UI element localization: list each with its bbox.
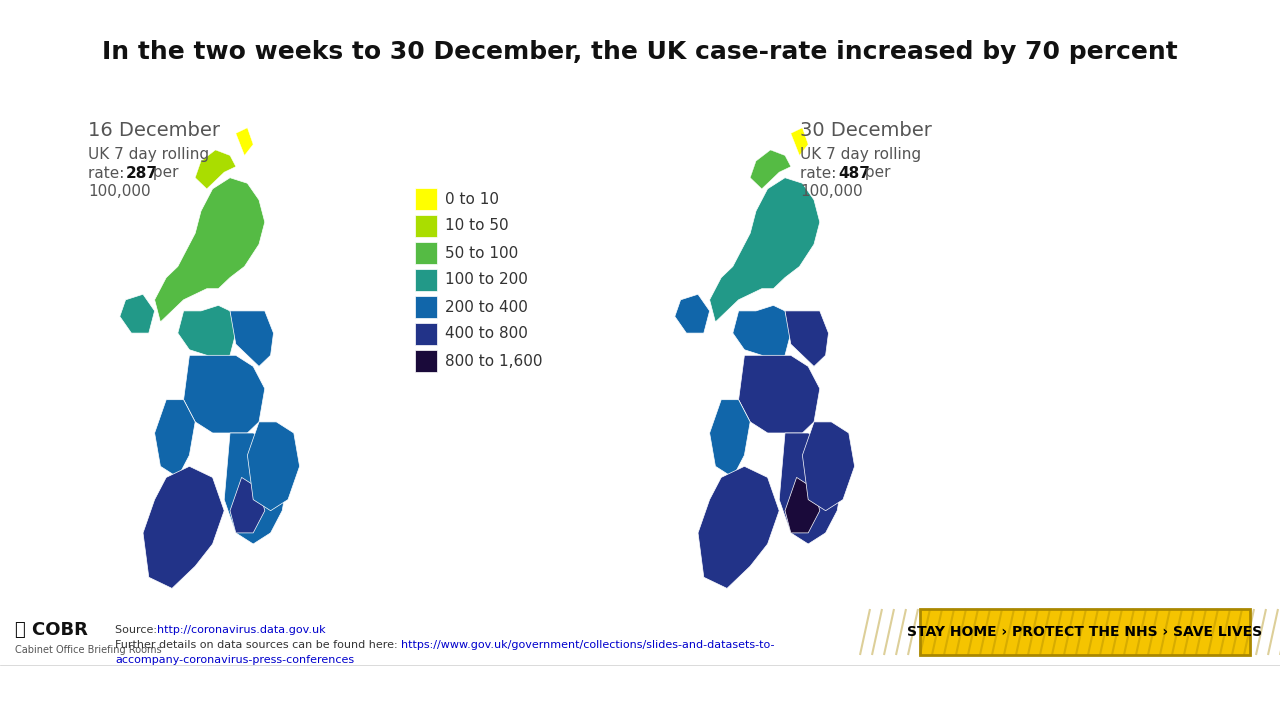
Polygon shape [791, 127, 808, 156]
FancyBboxPatch shape [920, 609, 1251, 655]
Polygon shape [183, 355, 265, 433]
Polygon shape [803, 422, 855, 510]
Text: rate:: rate: [800, 166, 841, 181]
Text: 10 to 50: 10 to 50 [445, 218, 508, 233]
Text: 800 to 1,600: 800 to 1,600 [445, 354, 543, 369]
Text: Further details on data sources can be found here:: Further details on data sources can be f… [115, 640, 401, 650]
Polygon shape [195, 150, 236, 189]
Text: 30 December: 30 December [800, 120, 932, 140]
Text: 200 to 400: 200 to 400 [445, 300, 527, 315]
Polygon shape [230, 311, 274, 366]
Polygon shape [780, 433, 844, 544]
Bar [415, 350, 436, 372]
Polygon shape [224, 433, 288, 544]
Text: 0 to 10: 0 to 10 [445, 192, 499, 207]
Polygon shape [155, 400, 195, 477]
Text: 100,000: 100,000 [88, 184, 151, 199]
Polygon shape [785, 311, 828, 366]
Polygon shape [709, 178, 819, 322]
Bar [415, 296, 436, 318]
Text: STAY HOME › PROTECT THE NHS › SAVE LIVES: STAY HOME › PROTECT THE NHS › SAVE LIVES [908, 625, 1262, 639]
Text: 287: 287 [125, 166, 157, 181]
Text: accompany-coronavirus-press-conferences: accompany-coronavirus-press-conferences [115, 655, 355, 665]
Text: per: per [860, 166, 891, 181]
Polygon shape [732, 305, 791, 366]
Bar [415, 215, 436, 237]
Text: 400 to 800: 400 to 800 [445, 326, 527, 341]
Polygon shape [675, 294, 709, 333]
Polygon shape [155, 178, 265, 322]
Bar [415, 269, 436, 291]
Polygon shape [750, 150, 791, 189]
Text: per: per [148, 166, 178, 181]
Polygon shape [143, 467, 224, 588]
Text: 50 to 100: 50 to 100 [445, 246, 518, 261]
Text: UK 7 day rolling: UK 7 day rolling [800, 148, 922, 163]
Polygon shape [709, 400, 750, 477]
Polygon shape [236, 127, 253, 156]
Polygon shape [785, 477, 819, 533]
Text: In the two weeks to 30 December, the UK case-rate increased by 70 percent: In the two weeks to 30 December, the UK … [102, 40, 1178, 64]
Text: http://coronavirus.data.gov.uk: http://coronavirus.data.gov.uk [157, 625, 325, 635]
Polygon shape [230, 477, 265, 533]
Bar [415, 242, 436, 264]
Text: 100 to 200: 100 to 200 [445, 272, 527, 287]
Polygon shape [247, 422, 300, 510]
Polygon shape [739, 355, 819, 433]
Bar [415, 323, 436, 345]
Text: rate:: rate: [88, 166, 129, 181]
Text: 🌿 COBR: 🌿 COBR [15, 621, 88, 639]
Bar [415, 188, 436, 210]
Text: Cabinet Office Briefing Rooms: Cabinet Office Briefing Rooms [15, 645, 161, 655]
Text: Source:: Source: [115, 625, 160, 635]
Text: UK 7 day rolling: UK 7 day rolling [88, 148, 209, 163]
Polygon shape [178, 305, 236, 366]
Text: 487: 487 [838, 166, 870, 181]
Text: https://www.gov.uk/government/collections/slides-and-datasets-to-: https://www.gov.uk/government/collection… [401, 640, 774, 650]
Text: 16 December: 16 December [88, 120, 220, 140]
Polygon shape [120, 294, 155, 333]
Polygon shape [698, 467, 780, 588]
Text: 100,000: 100,000 [800, 184, 863, 199]
